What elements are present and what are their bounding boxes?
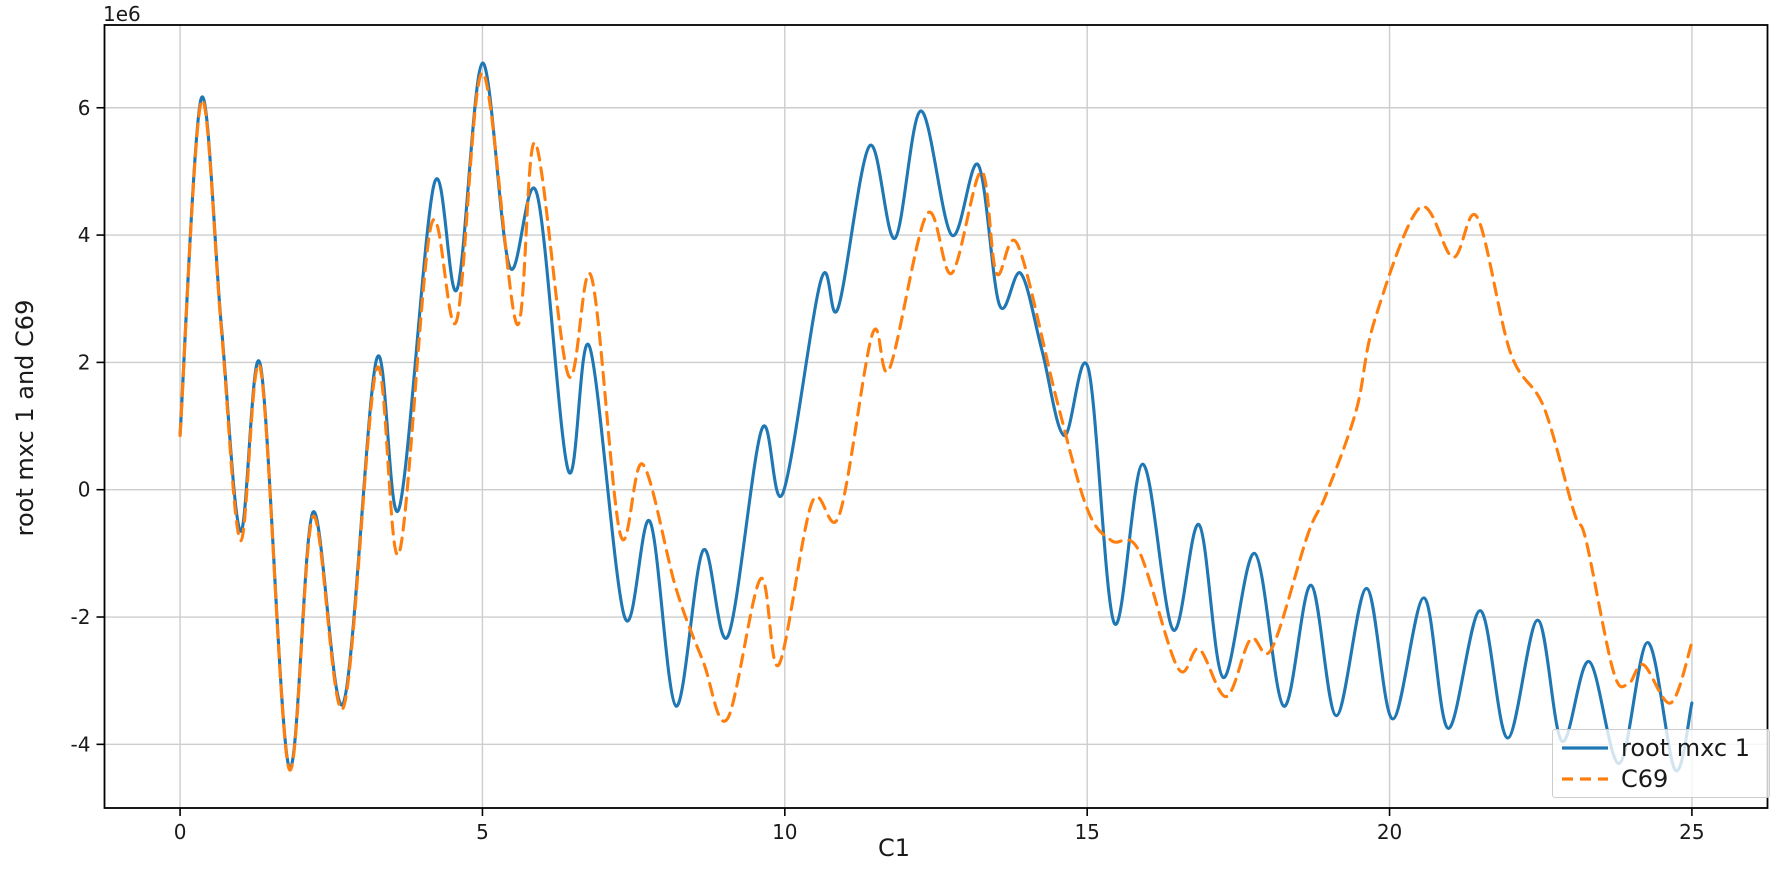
x-tick-label: 20 (1377, 820, 1402, 844)
y-axis-offset-label: 1e6 (103, 2, 141, 26)
legend-item-root-mxc-1[interactable]: root mxc 1 (1561, 732, 1761, 764)
x-tick-label: 10 (772, 820, 797, 844)
y-axis-title: root mxc 1 and C69 (11, 299, 39, 537)
x-tick-label: 5 (476, 820, 489, 844)
data-series (178, 61, 1694, 773)
legend-line-dashed-icon (1562, 777, 1608, 781)
x-tick-label: 25 (1679, 820, 1704, 844)
tick-labels: 0 5 10 15 20 25 -4 -2 0 2 4 6 (71, 96, 1705, 844)
x-tick-label: 0 (174, 820, 187, 844)
y-tick-label: 6 (78, 96, 91, 120)
legend[interactable]: root mxc 1 C69 (1552, 729, 1770, 798)
x-axis-title: C1 (877, 834, 911, 862)
y-tick-label: -2 (71, 605, 91, 629)
legend-label: root mxc 1 (1621, 733, 1750, 762)
axes (96, 24, 1769, 816)
legend-item-c69[interactable]: C69 (1561, 764, 1761, 796)
x-tick-label: 15 (1074, 820, 1099, 844)
y-tick-label: 2 (78, 350, 91, 374)
y-tick-label: -4 (71, 732, 91, 756)
series-line-root-mxc-1 (178, 61, 1694, 773)
legend-line-solid-icon (1562, 746, 1608, 750)
grid-lines (104, 25, 1768, 808)
legend-label: C69 (1621, 765, 1669, 794)
y-tick-label: 4 (78, 223, 91, 247)
series-line-c69 (178, 71, 1694, 772)
y-tick-label: 0 (78, 478, 91, 502)
plot-border (103, 24, 1769, 809)
